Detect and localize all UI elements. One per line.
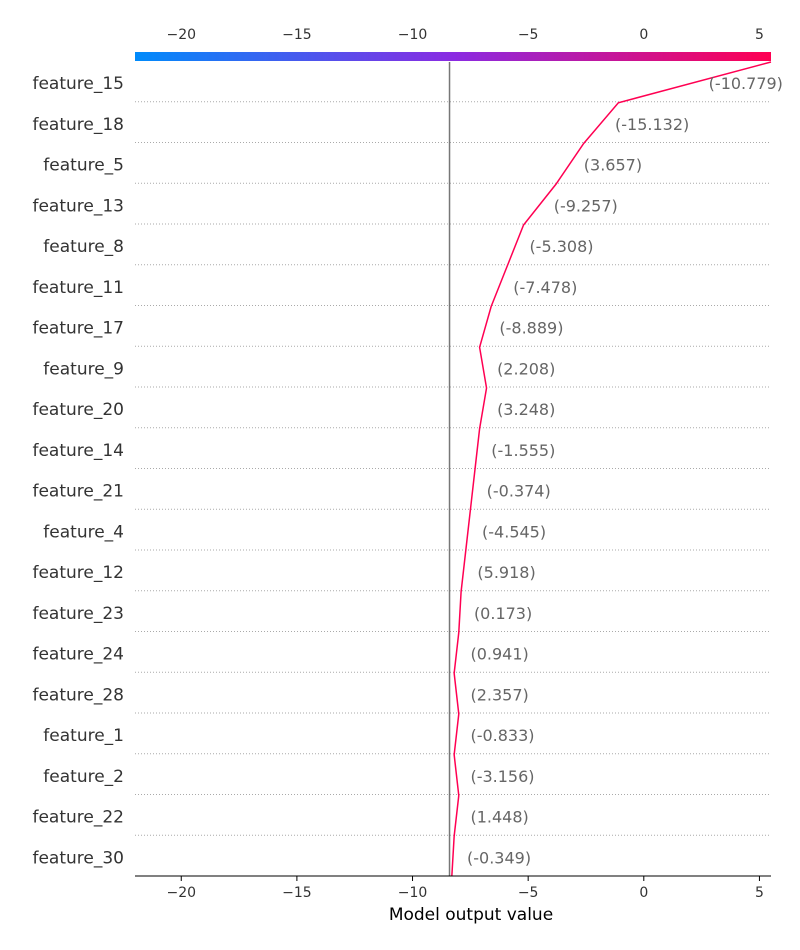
feature-label: feature_20	[32, 400, 124, 420]
feature-label: feature_17	[32, 319, 124, 339]
x-tick-label-bottom: −20	[166, 885, 196, 901]
feature-label: feature_1	[43, 726, 124, 746]
feature-label: feature_4	[43, 522, 124, 542]
feature-value-label: (-0.374)	[487, 482, 551, 501]
feature-value-label: (-0.349)	[467, 848, 531, 867]
feature-label: feature_22	[32, 808, 124, 828]
feature-label: feature_30	[32, 848, 124, 868]
feature-label: feature_8	[43, 237, 124, 257]
feature-value-label: (-15.132)	[615, 115, 689, 134]
colorbar	[135, 52, 771, 61]
feature-value-label: (3.657)	[584, 156, 642, 175]
feature-value-label: (3.248)	[497, 400, 555, 419]
feature-label: feature_9	[43, 359, 124, 379]
feature-label: feature_11	[32, 278, 124, 298]
x-tick-label-bottom: 5	[755, 885, 764, 901]
x-tick-label-bottom: −5	[518, 885, 539, 901]
feature-value-label: (-3.156)	[470, 767, 534, 786]
feature-value-label: (0.173)	[474, 604, 532, 623]
feature-label: feature_13	[32, 196, 124, 216]
feature-label: feature_24	[32, 645, 124, 665]
x-tick-label-bottom: −15	[282, 885, 312, 901]
feature-value-label: (0.941)	[470, 645, 528, 664]
feature-label: feature_14	[32, 441, 124, 461]
feature-label: feature_28	[32, 685, 124, 705]
feature-label: feature_21	[32, 482, 124, 502]
feature-value-label: (-5.308)	[529, 237, 593, 256]
x-tick-label-top: 5	[755, 27, 764, 43]
feature-label: feature_2	[43, 767, 124, 787]
x-tick-label-top: 0	[639, 27, 648, 43]
feature-value-label: (-8.889)	[499, 319, 563, 338]
x-tick-label-top: −20	[166, 27, 196, 43]
feature-value-label: (-0.833)	[470, 726, 534, 745]
feature-label: feature_15	[32, 74, 124, 94]
feature-label: feature_18	[32, 115, 124, 135]
feature-label: feature_12	[32, 563, 124, 583]
feature-value-label: (-4.545)	[482, 522, 546, 541]
feature-label: feature_23	[32, 604, 124, 624]
feature-value-label: (5.918)	[477, 563, 535, 582]
feature-value-label: (-7.478)	[513, 278, 577, 297]
x-tick-label-bottom: −10	[398, 885, 428, 901]
x-tick-label-top: −10	[398, 27, 428, 43]
x-tick-label-top: −15	[282, 27, 312, 43]
feature-value-label: (-9.257)	[554, 196, 618, 215]
feature-value-label: (-10.779)	[709, 74, 783, 93]
feature-value-label: (2.357)	[470, 685, 528, 704]
x-tick-label-top: −5	[518, 27, 539, 43]
feature-value-label: (1.448)	[470, 808, 528, 827]
x-tick-label-bottom: 0	[639, 885, 648, 901]
decision-path-line	[451, 61, 772, 877]
feature-value-label: (2.208)	[497, 359, 555, 378]
feature-value-label: (-1.555)	[491, 441, 555, 460]
x-axis-label: Model output value	[389, 905, 553, 925]
feature-label: feature_5	[43, 156, 124, 176]
